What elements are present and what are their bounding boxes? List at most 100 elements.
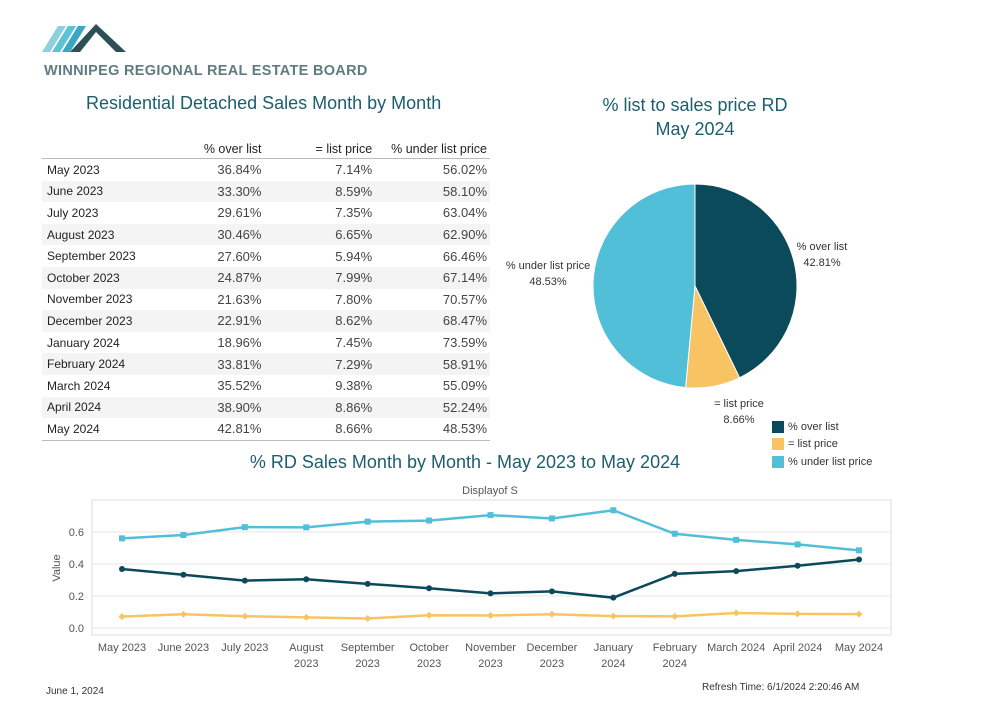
table-cell-under-list: 73.59%: [442, 335, 487, 351]
x-tick-label: January: [594, 642, 634, 654]
table-cell-at-list: 5.94%: [335, 248, 373, 264]
data-point: [426, 517, 433, 524]
line-chart-title: % RD Sales Month by Month - May 2023 to …: [249, 452, 681, 472]
table-cell-month: November 2023: [47, 292, 133, 307]
data-point: [487, 612, 494, 620]
column-header-at-list: = list price: [264, 140, 376, 159]
table-cell-at-list: 9.38%: [335, 378, 373, 394]
data-point: [733, 536, 740, 543]
table-cell-month: April 2024: [42, 396, 173, 419]
table-cell-over-list: 18.96%: [217, 335, 262, 351]
table-cell-month: March 2024: [47, 378, 111, 393]
data-point: [241, 524, 248, 531]
data-point: [426, 585, 433, 592]
table-cell-month: May 2023: [47, 162, 100, 177]
data-point: [241, 577, 248, 584]
x-tick-label: 2024: [601, 658, 625, 670]
table-cell-under-list: 52.24%: [375, 396, 490, 419]
org-name: WINNIPEG REGIONAL REAL ESTATE BOARD: [44, 63, 368, 79]
table-title: Residential Detached Sales Month by Mont…: [86, 93, 442, 113]
table-cell-over-list: 38.90%: [172, 396, 265, 419]
data-point: [856, 556, 862, 563]
data-point: [364, 518, 371, 525]
x-tick-label: December: [527, 642, 578, 654]
x-tick-label: August: [289, 642, 323, 654]
data-point: [180, 532, 187, 539]
pie-title-line-2: May 2024: [655, 119, 735, 139]
table-cell-month: August 2023: [42, 223, 173, 246]
table-cell-at-list: 7.80%: [335, 291, 373, 307]
table-cell-at-list: 6.65%: [264, 223, 376, 246]
table-cell-month: May 2024: [42, 418, 173, 441]
pie-chart: % over list 42.81% = list price 8.66% % unde…: [506, 183, 848, 426]
x-tick-label: 2023: [540, 658, 564, 670]
table-cell-under-list: 56.02%: [442, 162, 487, 178]
x-tick-label: July 2023: [221, 642, 268, 654]
table-cell-month: September 2023: [47, 249, 136, 264]
legend-swatch: [772, 420, 784, 433]
data-point: [487, 512, 494, 519]
y-tick-label: 0.2: [69, 591, 84, 603]
x-tick-label: October: [410, 642, 449, 654]
data-point: [119, 535, 125, 542]
table-cell-month: December 2023: [42, 310, 173, 332]
monthly-sales-table: % over list = list price % under list pr…: [42, 140, 490, 441]
data-point: [302, 613, 310, 621]
table-cell-over-list: 30.46%: [172, 223, 265, 246]
table-cell-under-list: 70.57%: [442, 291, 487, 307]
data-point: [425, 611, 433, 619]
data-point: [855, 610, 863, 618]
x-tick-label: November: [465, 642, 516, 654]
legend-swatch: [772, 455, 784, 468]
table-row: January 2024 18.96% 7.45% 73.59%: [42, 332, 490, 354]
data-point: [303, 524, 310, 531]
table-row: March 2024 35.52% 9.38% 55.09%: [42, 375, 490, 397]
line-chart-subtitle: Displayof S: [462, 485, 518, 497]
x-tick-label: March 2024: [707, 642, 765, 654]
month-column-header: [42, 140, 173, 159]
data-point: [610, 507, 617, 514]
legend-swatch: [772, 438, 784, 451]
table-row: February 2024 33.81% 7.29% 58.91%: [42, 353, 490, 375]
data-point: [794, 562, 801, 569]
x-tick-label: 2023: [417, 658, 441, 670]
table-cell-at-list: 7.35%: [335, 205, 373, 221]
pie-slice: [592, 183, 696, 389]
legend-label: % over list: [788, 420, 839, 433]
table-body: May 2023 36.84% 7.14% 56.02% June 2023 33.30%…: [42, 159, 490, 441]
data-point: [610, 594, 617, 601]
table-cell-month: July 2023: [47, 205, 99, 220]
pie-slice-label: % over list: [797, 241, 848, 253]
table-cell-over-list: 22.91%: [172, 310, 265, 332]
y-tick-label: 0.4: [69, 559, 84, 571]
data-point: [548, 588, 555, 595]
table-cell-over-list: 21.63%: [217, 291, 262, 307]
x-tick-label: 2023: [355, 658, 379, 670]
column-header-over-list: % over list: [172, 140, 265, 159]
table-cell-at-list: 7.99%: [264, 266, 376, 289]
data-point: [671, 570, 678, 577]
data-point: [794, 541, 801, 548]
table-cell-over-list: 33.30%: [172, 180, 265, 203]
table-row: October 2023 24.87% 7.99% 67.14%: [42, 266, 490, 289]
table-cell-under-list: 67.14%: [375, 266, 490, 289]
footer-date: June 1, 2024: [46, 686, 104, 697]
wrreb-logo-icon: [42, 24, 126, 52]
data-point: [119, 566, 125, 573]
line-chart: Displayof S 0.0 0.2 0.4 0.6 Value May 2023 June…: [51, 485, 892, 670]
legend-item: % under list price: [772, 453, 872, 471]
data-point: [733, 568, 740, 575]
pie-slice: [694, 183, 798, 379]
data-point: [118, 613, 126, 621]
table-cell-month: October 2023: [42, 266, 173, 289]
table-row: May 2024 42.81% 8.66% 48.53%: [42, 418, 490, 441]
pie-slice-value: 8.66%: [723, 414, 754, 426]
data-point: [671, 612, 679, 620]
table-cell-under-list: 48.53%: [375, 418, 490, 441]
data-point: [856, 547, 862, 554]
table-header-row: % over list = list price % under list pr…: [42, 140, 490, 159]
table-cell-at-list: 8.66%: [264, 418, 376, 441]
table-cell-under-list: 63.04%: [442, 205, 487, 221]
x-tick-label: 2023: [478, 658, 502, 670]
legend-label: = list price: [788, 438, 838, 451]
